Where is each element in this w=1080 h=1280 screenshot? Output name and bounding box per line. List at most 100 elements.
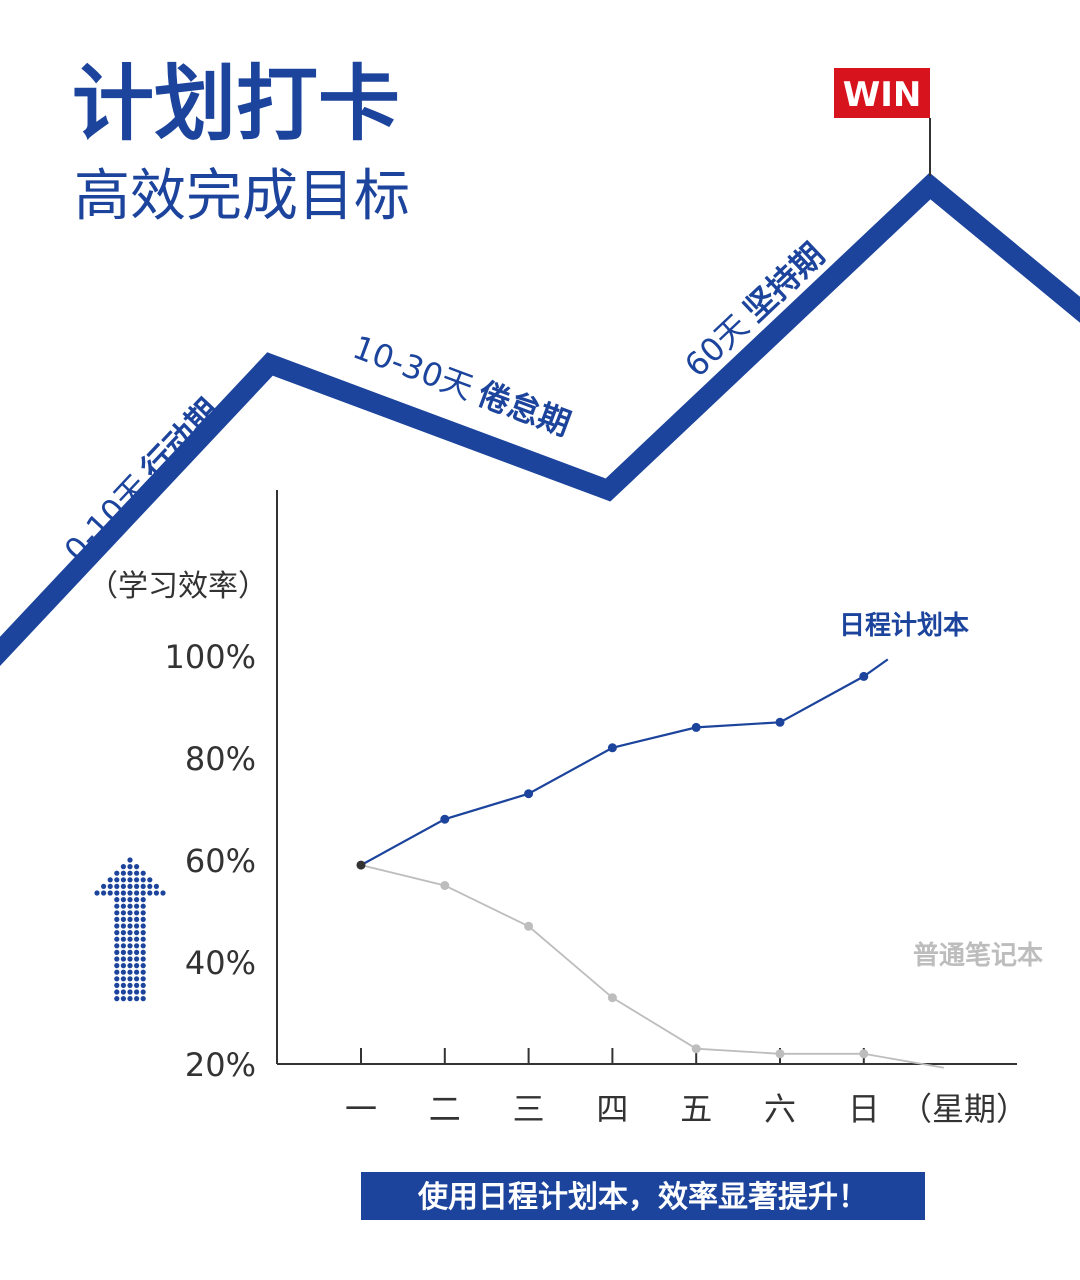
arrow-dot <box>134 903 140 909</box>
data-point <box>859 671 869 681</box>
data-point <box>691 1044 701 1054</box>
arrow-dot <box>134 976 140 982</box>
x-tick-label: 一 <box>345 1090 377 1128</box>
series-line-notebook <box>360 864 944 1069</box>
arrow-dot <box>127 943 133 949</box>
series-line-planner <box>360 658 889 867</box>
arrow-dot <box>134 864 140 870</box>
arrow-dot <box>134 890 140 896</box>
arrow-dot <box>127 989 133 995</box>
arrow-dot <box>134 930 140 936</box>
win-flag <box>834 68 930 118</box>
arrow-dot <box>134 910 140 916</box>
arrow-dot <box>107 883 113 890</box>
arrow-dot <box>114 923 120 929</box>
data-point <box>607 743 617 753</box>
arrow-dot <box>114 897 120 903</box>
arrow-dot <box>107 890 113 896</box>
arrow-dot <box>127 963 133 969</box>
arrow-dot <box>120 956 126 962</box>
arrow-dot <box>120 864 126 870</box>
arrow-dot <box>101 883 107 890</box>
arrow-dot <box>140 949 146 956</box>
arrow-dot <box>114 976 120 982</box>
arrow-dot <box>127 976 133 982</box>
x-tick-label: 五 <box>680 1090 712 1128</box>
arrow-dot <box>147 890 153 896</box>
arrow-dot <box>114 910 120 916</box>
arrow-dot <box>114 936 120 942</box>
arrow-dot <box>147 883 153 890</box>
arrow-dot <box>127 969 133 975</box>
arrow-dot <box>140 976 146 982</box>
data-point <box>524 789 534 799</box>
arrow-dot <box>134 897 140 903</box>
dotted-up-arrow-icon <box>94 857 166 1002</box>
arrow-dot <box>160 890 166 896</box>
arrow-dot <box>134 982 140 989</box>
arrow-dot <box>120 936 126 942</box>
arrow-dot <box>127 923 133 929</box>
arrow-dot <box>114 877 120 883</box>
arrow-dot <box>134 969 140 975</box>
arrow-dot <box>153 883 159 890</box>
arrow-dot <box>114 969 120 975</box>
x-tick-label: 日 <box>848 1090 880 1128</box>
arrow-dot <box>127 956 133 962</box>
arrow-dot <box>127 870 133 876</box>
arrow-dot <box>127 864 133 870</box>
arrow-dot <box>140 936 146 942</box>
arrow-dot <box>120 989 126 995</box>
arrow-dot <box>140 996 146 1002</box>
phase-days: 0-10天 <box>57 467 156 569</box>
arrow-dot <box>114 956 120 962</box>
x-tick-label: 四 <box>596 1090 628 1128</box>
arrow-dot <box>127 930 133 936</box>
x-axis-label: （星期） <box>900 1090 1028 1128</box>
arrow-dot <box>127 949 133 956</box>
arrow-dot <box>140 982 146 989</box>
progress-mountain-line <box>0 172 1080 666</box>
arrow-dot <box>140 989 146 995</box>
arrow-dot <box>140 903 146 909</box>
arrow-dot <box>140 883 146 890</box>
arrow-dot <box>127 897 133 903</box>
y-tick-label: 80% <box>185 740 256 778</box>
arrow-dot <box>127 982 133 989</box>
y-tick-label: 60% <box>185 842 256 880</box>
arrow-dot <box>127 910 133 916</box>
arrow-dot <box>120 890 126 896</box>
arrow-dot <box>127 890 133 896</box>
series-label: 日程计划本 <box>839 611 969 641</box>
arrow-dot <box>127 857 133 863</box>
arrow-dot <box>94 890 100 896</box>
arrow-dot <box>140 956 146 962</box>
y-tick-label: 100% <box>165 638 256 676</box>
arrow-dot <box>120 883 126 890</box>
arrow-dot <box>120 943 126 949</box>
arrow-dot <box>120 897 126 903</box>
arrow-dot <box>127 916 133 923</box>
arrow-dot <box>114 870 120 876</box>
arrow-dot <box>140 890 146 896</box>
footer-banner: 使用日程计划本，效率显著提升！ <box>361 1172 925 1220</box>
data-point-start <box>356 860 366 870</box>
arrow-dot <box>134 916 140 923</box>
arrow-dot <box>114 949 120 956</box>
data-point <box>691 722 701 732</box>
data-point <box>440 881 450 890</box>
arrow-dot <box>114 903 120 909</box>
arrow-dot <box>101 890 107 896</box>
y-tick-label: 40% <box>185 944 256 982</box>
arrow-dot <box>153 890 159 896</box>
x-tick-label: 六 <box>764 1090 796 1128</box>
arrow-dot <box>134 956 140 962</box>
arrow-dot <box>140 910 146 916</box>
arrow-dot <box>140 963 146 969</box>
arrow-dot <box>134 949 140 956</box>
arrow-dot <box>114 982 120 989</box>
arrow-dot <box>127 996 133 1002</box>
x-tick-label: 三 <box>513 1090 545 1128</box>
arrow-dot <box>127 936 133 942</box>
